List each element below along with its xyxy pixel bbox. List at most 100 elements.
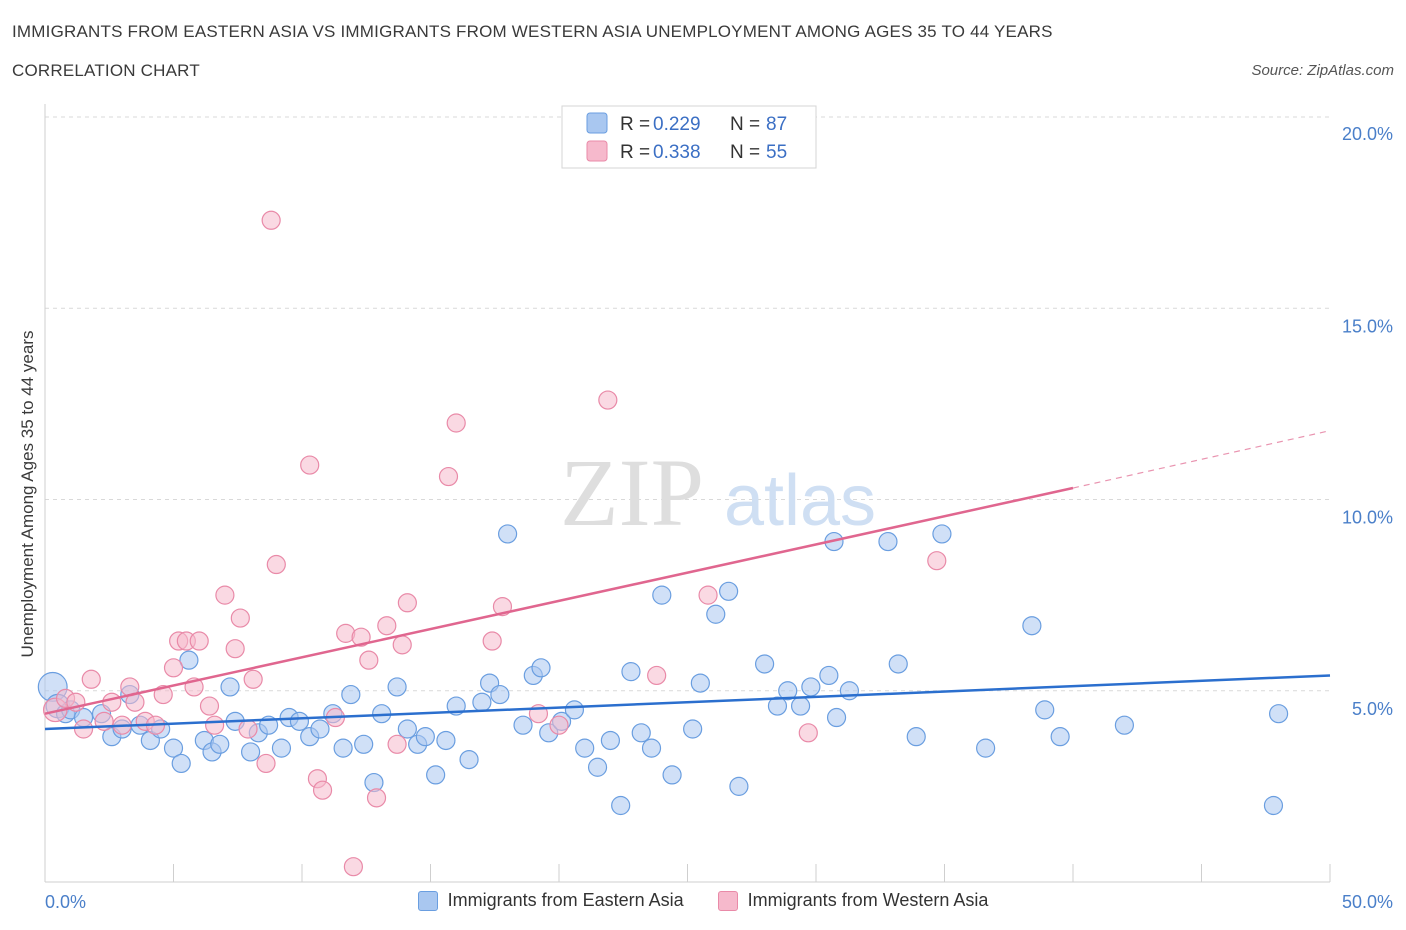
point-western-asia <box>798 723 818 743</box>
axes-layer <box>44 104 1331 883</box>
point-eastern-asia <box>354 734 374 754</box>
legend-swatch-blue <box>586 112 608 134</box>
point-eastern-asia <box>498 524 518 544</box>
point-western-asia <box>266 554 286 575</box>
point-western-asia <box>153 684 173 705</box>
point-western-asia <box>927 551 947 571</box>
point-western-asia <box>243 669 263 689</box>
point-western-asia <box>163 658 184 678</box>
legend-n-label-2: N = <box>730 142 760 163</box>
point-eastern-asia <box>932 524 952 544</box>
point-western-asia <box>199 696 220 716</box>
point-eastern-asia <box>1268 704 1289 724</box>
point-eastern-asia <box>1114 715 1135 735</box>
point-eastern-asia <box>662 765 682 785</box>
point-eastern-asia <box>387 677 407 697</box>
point-western-asia <box>225 639 245 659</box>
y-tick-label: 5.0% <box>1352 699 1393 719</box>
source-label: Source: ZipAtlas.com <box>1251 62 1394 79</box>
point-western-asia <box>256 753 276 774</box>
legend-r-label-1: R = <box>620 114 650 135</box>
point-western-asia <box>482 631 502 651</box>
point-western-asia <box>359 650 379 670</box>
grid-layer <box>45 116 1330 692</box>
point-eastern-asia <box>587 757 608 777</box>
point-western-asia <box>647 665 667 686</box>
point-eastern-asia <box>1263 795 1284 816</box>
point-eastern-asia <box>976 738 996 758</box>
legend-n-label-1: N = <box>730 114 760 135</box>
point-eastern-asia <box>631 723 651 743</box>
point-eastern-asia <box>690 673 710 693</box>
point-eastern-asia <box>310 719 330 739</box>
bottom-legend-item-western-asia: Immigrants from Western Asia <box>717 890 989 911</box>
bottom-legend-label-western-asia: Immigrants from Western Asia <box>747 890 989 910</box>
legend-n-value-2: 55 <box>766 142 787 163</box>
point-eastern-asia <box>819 665 839 686</box>
chart-title: IMMIGRANTS FROM EASTERN ASIA VS IMMIGRAN… <box>12 22 1053 41</box>
point-eastern-asia <box>271 738 292 758</box>
bottom-legend-swatch-blue <box>417 890 438 911</box>
y-tick-label: 20.0% <box>1342 124 1393 144</box>
point-eastern-asia <box>778 681 798 701</box>
point-western-asia <box>230 608 250 628</box>
watermark-atlas: atlas <box>724 461 876 541</box>
point-eastern-asia <box>564 700 585 720</box>
bottom-legend-item-eastern-asia: Immigrants from Eastern Asia <box>417 890 684 911</box>
chart-subtitle: CORRELATION CHART <box>12 61 200 80</box>
point-eastern-asia <box>289 711 310 731</box>
legend-r-value-1: 0.229 <box>653 114 701 135</box>
point-eastern-asia <box>179 650 199 670</box>
point-eastern-asia <box>1022 616 1042 636</box>
point-western-asia <box>377 616 397 636</box>
point-eastern-asia <box>826 707 847 728</box>
point-eastern-asia <box>611 795 631 816</box>
point-western-asia <box>261 210 281 230</box>
point-western-asia <box>312 780 333 800</box>
point-western-asia <box>397 593 417 613</box>
point-eastern-asia <box>341 684 361 705</box>
point-eastern-asia <box>1035 700 1055 720</box>
x-tick-label-min: 0.0% <box>45 892 86 912</box>
point-eastern-asia <box>415 727 435 747</box>
point-eastern-asia <box>839 681 860 701</box>
legend-n-value-1: 87 <box>766 114 787 135</box>
point-western-asia <box>238 719 258 739</box>
point-eastern-asia <box>397 719 417 739</box>
point-western-asia <box>300 455 320 475</box>
bottom-legend-label-eastern-asia: Immigrants from Eastern Asia <box>447 890 684 910</box>
point-eastern-asia <box>652 585 672 605</box>
y-tick-label: 15.0% <box>1342 316 1393 336</box>
point-eastern-asia <box>241 742 261 762</box>
watermark-zip: ZIP <box>560 439 704 546</box>
point-eastern-asia <box>801 677 821 697</box>
point-western-asia <box>102 692 122 712</box>
point-western-asia <box>392 635 412 655</box>
y-tick-label: 10.0% <box>1342 508 1393 528</box>
point-eastern-asia <box>888 654 908 674</box>
point-western-asia <box>73 719 94 739</box>
point-western-asia <box>438 466 459 487</box>
point-eastern-asia <box>575 738 595 758</box>
trendline-western-asia <box>44 486 1074 715</box>
legend-r-label-2: R = <box>620 142 650 163</box>
trend-layer <box>44 430 1331 731</box>
point-eastern-asia <box>878 531 898 552</box>
point-western-asia <box>446 413 466 433</box>
point-eastern-asia <box>210 734 230 754</box>
legend-box: R = 0.229 N = 87 R = 0.338 N = 55 <box>561 105 817 169</box>
point-western-asia <box>205 715 225 735</box>
ticklabel-layer: 5.0% 10.0% 15.0% 20.0% <box>1342 124 1393 719</box>
point-eastern-asia <box>459 749 479 770</box>
point-eastern-asia <box>531 658 551 678</box>
point-western-asia <box>549 715 569 735</box>
point-western-asia <box>366 788 387 808</box>
point-eastern-asia <box>754 654 775 674</box>
point-eastern-asia <box>600 730 621 751</box>
trendline-eastern-asia <box>44 674 1331 731</box>
point-eastern-asia <box>621 662 641 682</box>
point-eastern-asia <box>683 719 703 739</box>
bottom-legend: Immigrants from Eastern Asia Immigrants … <box>0 890 1406 911</box>
point-western-asia <box>215 585 235 605</box>
